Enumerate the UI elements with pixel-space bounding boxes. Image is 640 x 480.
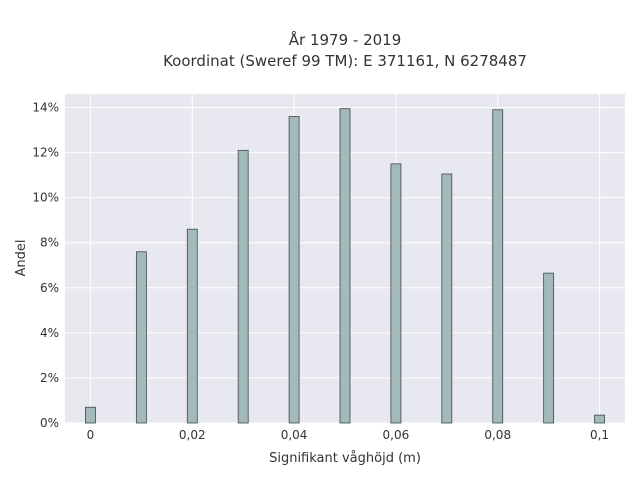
x-tick-label: 0,08 [484,428,511,442]
bar [85,406,96,424]
x-tick-label: 0,02 [179,428,206,442]
bar [441,173,453,424]
bar [339,108,351,424]
x-tick-label: 0,1 [590,428,609,442]
y-tick-label: 4% [40,326,59,340]
bars [85,108,605,424]
bar [594,414,605,424]
x-tick-label: 0 [87,428,95,442]
y-tick-label: 8% [40,236,59,250]
y-axis-label: Andel [14,240,29,277]
y-tick-label: 14% [32,101,59,115]
chart-title: År 1979 - 2019 [289,30,402,49]
bar [288,116,300,424]
bar [186,228,198,424]
x-tick-label: 0,06 [383,428,410,442]
x-axis-label: Signifikant våghöjd (m) [269,451,421,466]
bar [390,163,402,424]
chart-subtitle: Koordinat (Sweref 99 TM): E 371161, N 62… [163,52,527,70]
bar [237,149,249,424]
y-tick-label: 2% [40,371,59,385]
bar [543,272,555,424]
y-tick-label: 12% [32,146,59,160]
x-tick-labels: 0 0,02 0,04 0,06 0,08 0,1 [87,428,609,442]
x-tick-label: 0,04 [281,428,308,442]
bar [135,251,147,424]
bar [492,109,504,424]
y-tick-labels: 0% 2% 4% 6% 8% 10% 12% 14% [32,101,59,430]
y-tick-label: 0% [40,416,59,430]
y-tick-label: 10% [32,191,59,205]
y-tick-label: 6% [40,281,59,295]
